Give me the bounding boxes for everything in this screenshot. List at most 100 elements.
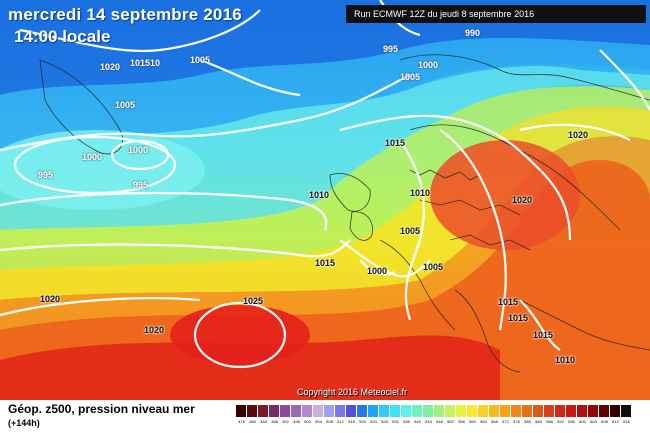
map-background — [0, 0, 650, 400]
forecast-date: mercredi 14 septembre 2016 — [8, 5, 242, 24]
legend-subtitle: (+144h) — [8, 418, 40, 428]
scale-swatch — [401, 405, 412, 417]
isobar-label: 1010 — [410, 188, 431, 198]
scale-tick-label: 560 — [469, 419, 476, 424]
isobar-label: 1025 — [243, 296, 264, 306]
isobar-label: 1015 — [533, 330, 554, 340]
legend-bar: Géop. z500, pression niveau mer (+144h) … — [0, 400, 650, 433]
model-run-label: Run ECMWF 12Z du jeudi 8 septembre 2016 — [346, 5, 646, 23]
scale-swatch — [522, 405, 533, 417]
scale-swatch — [236, 405, 247, 417]
scale-tick-label: 580 — [524, 419, 531, 424]
scale-swatch — [324, 405, 335, 417]
scale-swatch — [368, 405, 379, 417]
scale-swatch — [500, 405, 511, 417]
scale-tick-label: 496 — [293, 419, 300, 424]
isobar-label: 1000 — [82, 152, 103, 162]
scale-tick-label: 584 — [535, 419, 542, 424]
color-scale — [236, 405, 632, 417]
scale-tick-label: 544 — [425, 419, 432, 424]
scale-swatch — [247, 405, 258, 417]
scale-swatch — [467, 405, 478, 417]
scale-tick-label: 476 — [238, 419, 245, 424]
scale-tick-label: 500 — [304, 419, 311, 424]
isobar-label: 995 — [38, 170, 54, 180]
scale-tick-label: 484 — [260, 419, 267, 424]
scale-swatch — [335, 405, 346, 417]
isobar-label: 1015 — [498, 297, 519, 307]
scale-tick-label: 568 — [491, 419, 498, 424]
scale-tick-label: 516 — [348, 419, 355, 424]
scale-tick-label: 616 — [623, 419, 630, 424]
isobar-label: 1010 — [309, 190, 330, 200]
scale-tick-label: 600 — [579, 419, 586, 424]
forecast-time: 14:00 locale — [14, 27, 111, 46]
scale-tick-label: 540 — [414, 419, 421, 424]
scale-tick-label: 596 — [568, 419, 575, 424]
scale-swatch — [357, 405, 368, 417]
scale-swatch — [445, 405, 456, 417]
scale-swatch — [555, 405, 566, 417]
isobar-label: 1000 — [418, 60, 439, 70]
scale-tick-label: 548 — [436, 419, 443, 424]
scale-swatch — [577, 405, 588, 417]
scale-tick-label: 492 — [282, 419, 289, 424]
scale-swatch — [258, 405, 269, 417]
scale-swatch — [423, 405, 434, 417]
scale-swatch — [544, 405, 555, 417]
isobar-label: 1000 — [367, 266, 388, 276]
isobar-label: 1020 — [568, 130, 589, 140]
forecast-map: mercredi 14 septembre 2016 14:00 locale … — [0, 0, 650, 400]
isobar-label: 1005 — [400, 72, 421, 82]
scale-swatch — [588, 405, 599, 417]
isobar-label: 1020 — [100, 62, 121, 72]
isobar-label: 995 — [133, 180, 149, 190]
scale-swatch — [599, 405, 610, 417]
scale-swatch — [566, 405, 577, 417]
scale-swatch — [291, 405, 302, 417]
isobar-label: 995 — [383, 44, 399, 54]
scale-tick-label: 512 — [337, 419, 344, 424]
scale-swatch — [511, 405, 522, 417]
scale-swatch — [313, 405, 324, 417]
scale-tick-label: 556 — [458, 419, 465, 424]
isobar-label: 1005 — [115, 100, 136, 110]
scale-tick-label: 488 — [271, 419, 278, 424]
scale-tick-label: 612 — [612, 419, 619, 424]
scale-swatch — [434, 405, 445, 417]
scale-swatch — [269, 405, 280, 417]
scale-swatch — [489, 405, 500, 417]
scale-swatch — [621, 405, 632, 417]
isobar-label: 1015 — [315, 258, 336, 268]
scale-swatch — [379, 405, 390, 417]
scale-swatch — [456, 405, 467, 417]
scale-swatch — [280, 405, 291, 417]
scale-swatch — [533, 405, 544, 417]
scale-tick-label: 528 — [381, 419, 388, 424]
isobar-label: 1000 — [128, 145, 149, 155]
scale-swatch — [390, 405, 401, 417]
scale-tick-label: 572 — [502, 419, 509, 424]
isobar-label: 1010 — [555, 355, 576, 365]
scale-swatch — [610, 405, 621, 417]
scale-tick-label: 552 — [447, 419, 454, 424]
scale-tick-label: 592 — [557, 419, 564, 424]
isobar-label: 1020 — [40, 294, 61, 304]
isobar-label: 1005 — [423, 262, 444, 272]
scale-swatch — [302, 405, 313, 417]
scale-tick-label: 608 — [601, 419, 608, 424]
color-scale-labels: 476 480 484 488 492 496 500 504 508 512 516 520 524 5… — [236, 419, 632, 424]
isobar-label: 1015 — [385, 138, 406, 148]
scale-tick-label: 508 — [326, 419, 333, 424]
isobar-label: 1015 — [508, 313, 529, 323]
isobar-label: 1020 — [144, 325, 165, 335]
scale-tick-label: 564 — [480, 419, 487, 424]
scale-tick-label: 524 — [370, 419, 377, 424]
scale-tick-label: 504 — [315, 419, 322, 424]
scale-swatch — [412, 405, 423, 417]
isobar-label: 1005 — [400, 226, 421, 236]
scale-tick-label: 520 — [359, 419, 366, 424]
scale-tick-label: 588 — [546, 419, 553, 424]
legend-title: Géop. z500, pression niveau mer — [8, 402, 195, 416]
